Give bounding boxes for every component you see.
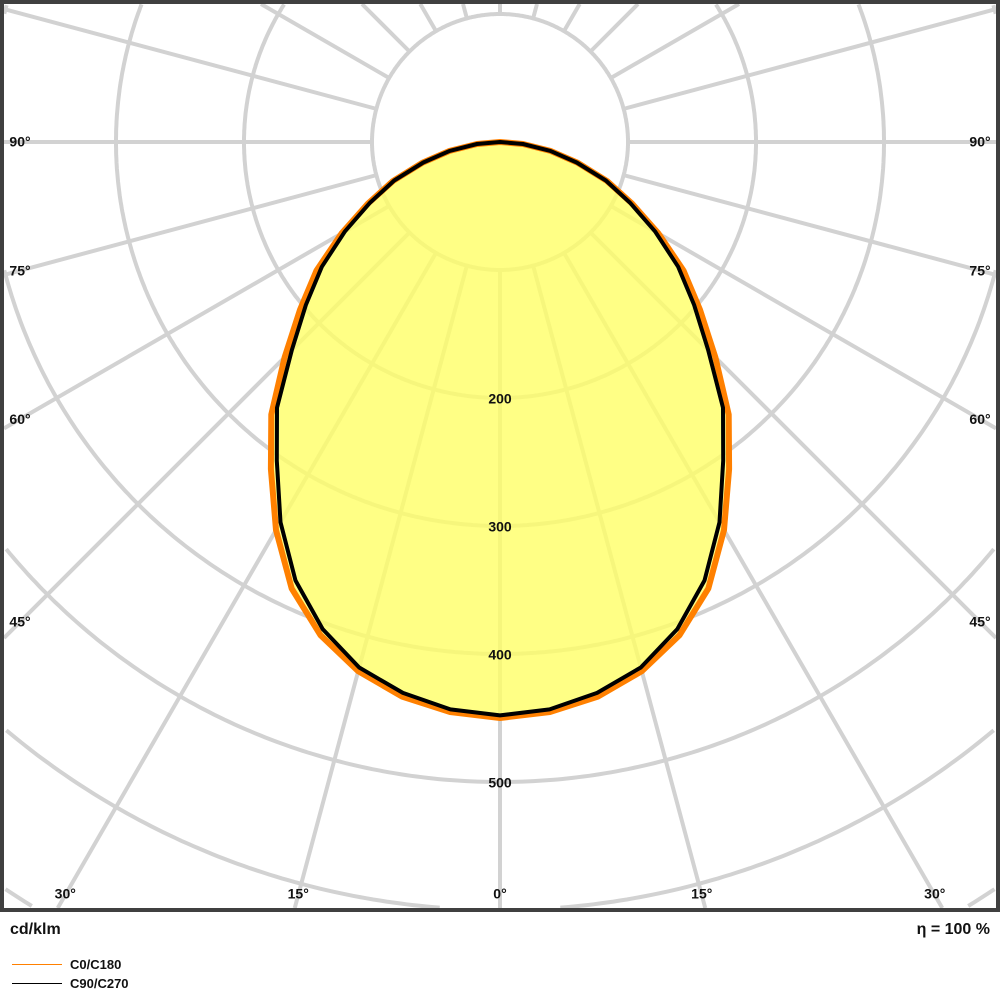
radial-tick-200: 200 (488, 391, 512, 407)
angle-tick-bottom--15: 15° (288, 886, 309, 902)
grid-spoke-210 (418, 2, 438, 33)
grid-spoke-195 (461, 3, 469, 19)
polar-diagram: 200 300 400 500 90° 90° 75° 75° 60° 60° 45° 45° 30° 1… (0, 0, 1000, 912)
angle-tick-left-60: 60° (9, 411, 30, 427)
efficiency-label: η = 100 % (916, 921, 990, 938)
grid-spoke-240 (259, 2, 391, 80)
unit-label: cd/klm (10, 921, 61, 938)
grid-spoke-225 (360, 2, 411, 53)
grid-spoke-135 (589, 2, 640, 53)
angle-tick-bottom-0: 0° (493, 886, 506, 902)
curves (267, 139, 733, 721)
series-c90-c270 (274, 140, 726, 718)
angle-tick-left-75: 75° (9, 262, 30, 278)
grid-ring-700 (4, 887, 33, 908)
grid-ring-700 (967, 887, 996, 908)
axis-labels: 200 300 400 500 90° 90° 75° 75° 60° 60° 45° 45° 30° 1… (9, 134, 990, 902)
angle-tick-right-90: 90° (969, 134, 990, 150)
radial-tick-400: 400 (488, 647, 512, 663)
grid-spoke-285 (3, 173, 377, 277)
legend-item-c0: C0/C180 (12, 957, 121, 972)
legend-label: C90/C270 (70, 976, 129, 991)
grid-spoke-60 (609, 204, 997, 431)
angle-tick-right-60: 60° (969, 411, 990, 427)
angle-tick-left-90: 90° (9, 134, 30, 150)
grid-spoke-300 (3, 204, 391, 431)
radial-tick-300: 300 (488, 519, 512, 535)
radial-tick-500: 500 (488, 775, 512, 791)
grid-spoke-255 (3, 7, 377, 111)
grid-spoke-120 (609, 2, 741, 80)
grid-spoke-165 (531, 3, 539, 19)
legend-item-c90: C90/C270 (12, 976, 129, 991)
grid-ring-600 (560, 728, 995, 910)
legend-swatch-black (12, 983, 62, 984)
grid-spoke-105 (623, 7, 997, 111)
legend-swatch-orange (12, 964, 62, 965)
angle-tick-bottom--30: 30° (55, 886, 76, 902)
grid-ring-600 (5, 728, 440, 910)
angle-tick-bottom-30: 30° (924, 886, 945, 902)
angle-tick-right-75: 75° (969, 262, 990, 278)
light-distribution-fill (270, 142, 730, 718)
legend-label: C0/C180 (70, 957, 122, 972)
grid-ring-500 (4, 547, 500, 784)
grid-spoke-75 (623, 173, 997, 277)
angle-tick-right-45: 45° (969, 614, 990, 630)
angle-tick-bottom-15: 15° (691, 886, 712, 902)
angle-tick-left-45: 45° (9, 614, 30, 630)
plot-frame (0, 0, 1000, 912)
grid-ring-500 (500, 547, 996, 784)
grid-spoke-150 (562, 3, 582, 33)
